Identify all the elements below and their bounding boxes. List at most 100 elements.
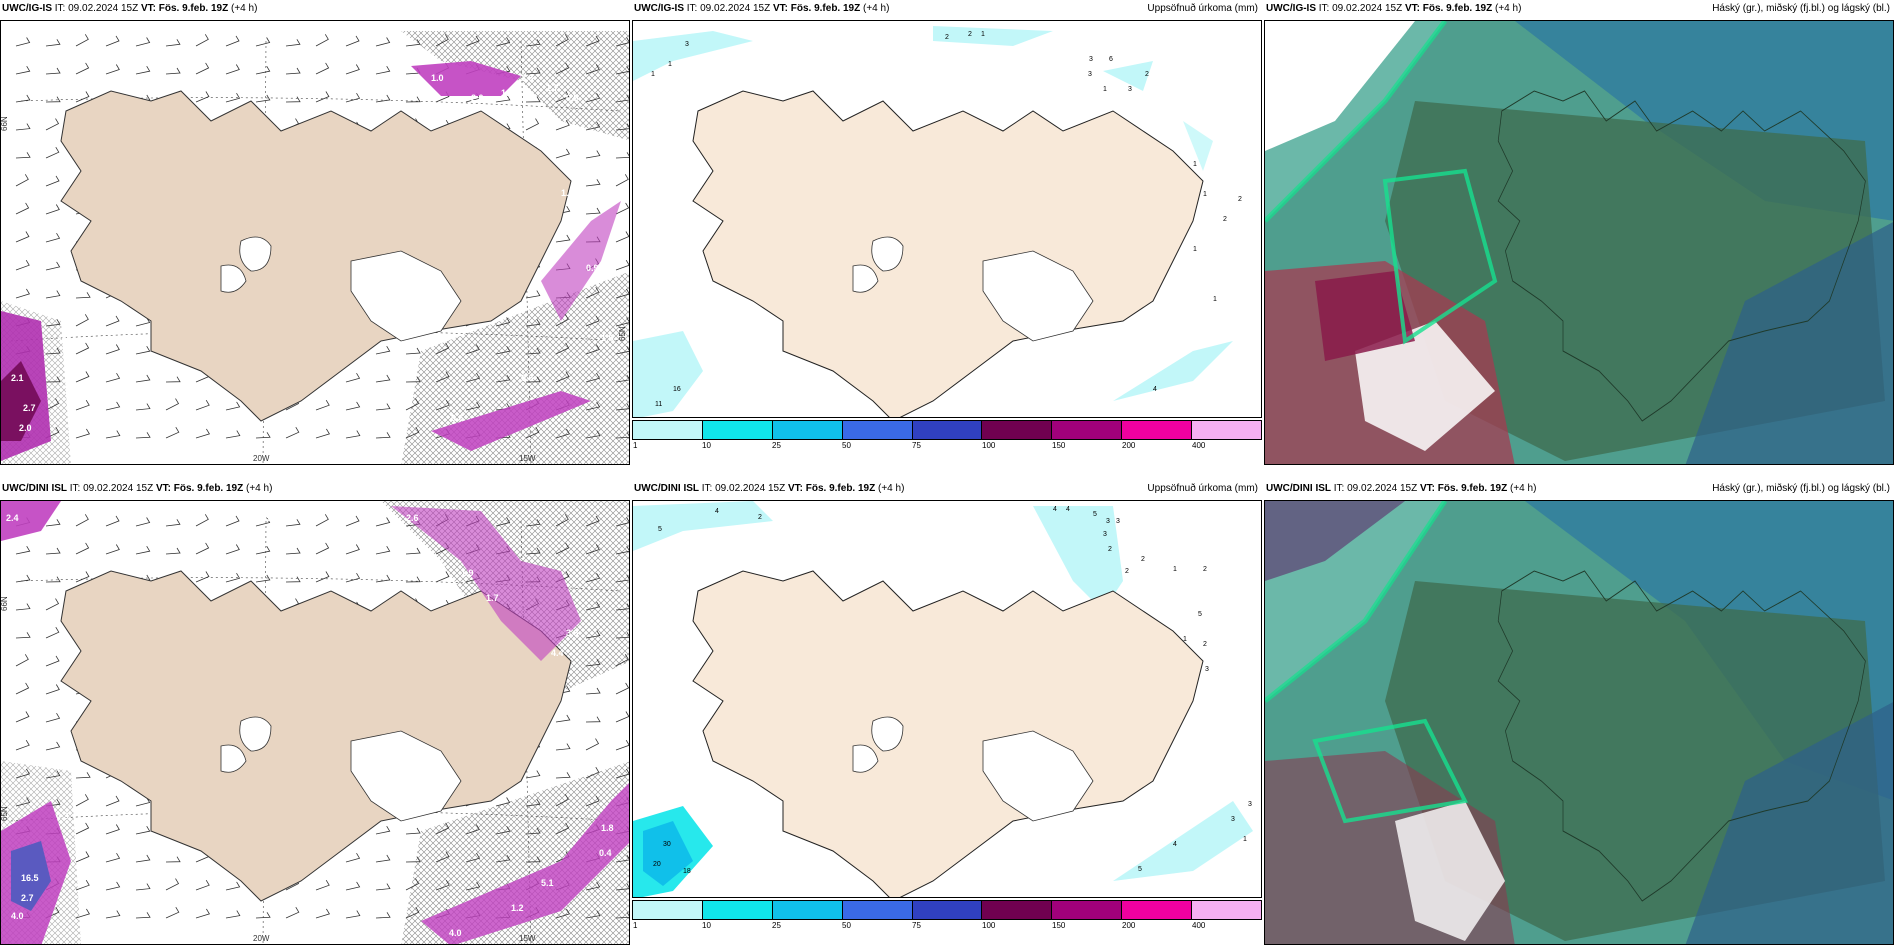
wind-barb (585, 207, 601, 215)
wind-barb (405, 827, 421, 835)
colorbar-tick: 1 (633, 921, 638, 930)
wind-barb (465, 852, 481, 863)
precip-value: 30 (663, 841, 671, 848)
wind-barb (465, 824, 480, 835)
wind-value: 1.3 (41, 48, 54, 58)
wind-barb (375, 432, 391, 439)
wind-barb (15, 682, 30, 695)
cloud-map (1264, 500, 1894, 945)
wind-barb (105, 372, 121, 383)
precip-value: 3 (1248, 801, 1252, 808)
wind-barb (405, 547, 421, 555)
wind-barb (105, 881, 121, 891)
wind-barb (585, 372, 601, 383)
wind-map-svg: 1.2 1.0 2.0 1.7 3.3 1.7 0.9 1.1 0.9 1.8 … (1, 21, 629, 464)
wind-barb (255, 574, 271, 583)
wind-barb (585, 881, 601, 891)
model-name: UWC/IG-IS (2, 3, 52, 14)
wind-barb (615, 883, 629, 891)
wind-barb (435, 822, 450, 835)
wind-barb (15, 202, 30, 215)
lat-label: 65N (1, 806, 9, 821)
wind-barb (45, 67, 61, 75)
precip-value: 20 (653, 861, 661, 868)
wind-barb (45, 712, 61, 723)
wind-barb (585, 515, 600, 527)
wind-barb (75, 908, 91, 919)
colorbar-tick: 75 (912, 441, 921, 450)
wind-barb (75, 879, 90, 891)
vt-value: Fös. 9.feb. 19Z (790, 3, 861, 14)
wind-barb (585, 716, 601, 723)
wind-barb (45, 576, 61, 583)
precip-title: Uppsöfnuð úrkoma (mm) (1147, 3, 1258, 14)
precip-labels: 3 1 1 2 2 1 3 6 3 2 1 3 1 1 2 2 1 1 4 16 (651, 31, 1242, 408)
wind-barb (555, 371, 570, 383)
wind-barb (345, 910, 361, 919)
wind-barb (585, 401, 601, 411)
precip-map: 3 1 1 2 2 1 3 6 3 2 1 3 1 1 2 2 1 1 4 16 (632, 20, 1262, 418)
wind-barb (615, 603, 629, 611)
wind-barb (75, 34, 89, 47)
wind-barb (615, 632, 629, 639)
precip-value: 2 (968, 31, 972, 38)
colorbar-tick: 10 (702, 441, 711, 450)
precip-value: 1 (1183, 636, 1187, 643)
wind-barb (45, 204, 60, 215)
wind-barb (585, 35, 600, 47)
wind-barb (525, 376, 541, 383)
wind-barb (285, 426, 300, 439)
wind-value: 1.0 (431, 73, 444, 83)
wind-barb (135, 374, 151, 383)
precip-value: 16 (673, 386, 681, 393)
wind-barb (105, 401, 121, 411)
wind-barb (525, 547, 541, 555)
wind-barb (525, 118, 540, 131)
wind-value: 0.3 (56, 811, 69, 821)
wind-barb (405, 347, 421, 355)
panel-header: UWC/IG-IS IT: 09.02.2024 15Z VT: Fös. 9.… (634, 3, 1258, 23)
wind-value: 4.0 (11, 911, 24, 921)
wind-barb (525, 770, 541, 779)
wind-barb (585, 738, 600, 751)
it-value: 09.02.2024 15Z (700, 3, 771, 14)
wind-value: 1.2 (401, 78, 414, 88)
colorbar-segment (633, 901, 703, 919)
wind-barb (195, 571, 210, 583)
vt-value: Fös. 9.feb. 19Z (173, 483, 244, 494)
precip-value: 1 (981, 31, 985, 38)
wind-value: 0.6 (521, 373, 534, 383)
lon-label: 20W (253, 934, 270, 943)
wind-barb (555, 822, 570, 835)
wind-barb (45, 770, 61, 779)
precip-value: 1 (668, 61, 672, 68)
wind-barb (135, 345, 151, 355)
wind-barb (585, 121, 601, 131)
precip-value: 4 (715, 508, 719, 515)
wind-value: 0.6 (451, 413, 464, 423)
wind-barb (105, 824, 120, 835)
wind-barb (615, 854, 629, 863)
wind-barb (225, 515, 240, 527)
wind-value: 2.7 (21, 893, 34, 903)
wind-barb (615, 432, 629, 439)
it-value: 09.02.2024 15Z (715, 483, 786, 494)
wind-barb (495, 797, 511, 807)
colorbar-segment (982, 901, 1053, 919)
wind-barb (405, 906, 420, 919)
wind-barb (525, 319, 541, 327)
wind-barb (15, 545, 31, 555)
wind-barb (225, 92, 241, 103)
wind-barb (225, 430, 241, 439)
vt-value: Fös. 9.feb. 19Z (1437, 483, 1508, 494)
precip-value: 2 (945, 34, 949, 41)
wind-barb (615, 345, 629, 355)
colorbar-tick: 50 (842, 921, 851, 930)
precip-value: 1 (1203, 191, 1207, 198)
wind-barb (615, 123, 629, 131)
vt-value: Fös. 9.feb. 19Z (805, 483, 876, 494)
panel-header: UWC/IG-IS IT: 09.02.2024 15Z VT: Fös. 9.… (1266, 3, 1890, 23)
wind-value: 1.8 (601, 823, 614, 833)
wind-barb (435, 342, 450, 355)
wind-barb (105, 315, 120, 327)
